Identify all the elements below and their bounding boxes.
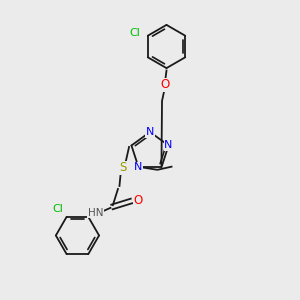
Text: N: N <box>164 140 173 151</box>
Text: Cl: Cl <box>129 28 140 38</box>
Text: O: O <box>160 78 169 91</box>
Text: Cl: Cl <box>53 204 64 214</box>
Text: N: N <box>146 127 154 137</box>
Text: S: S <box>119 161 126 175</box>
Text: HN: HN <box>88 208 103 218</box>
Text: N: N <box>134 162 143 172</box>
Text: O: O <box>134 194 143 208</box>
